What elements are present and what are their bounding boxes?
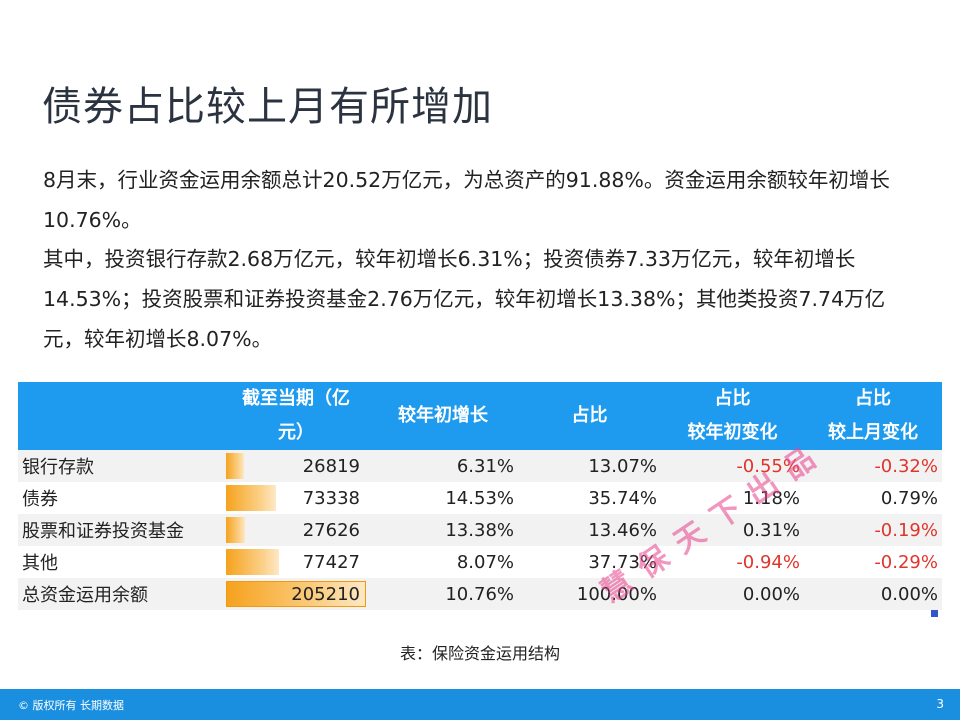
growth-cell: 14.53% [368,482,518,514]
amount-bar [226,549,279,575]
growth-cell: 6.31% [368,450,518,482]
amount-value: 26819 [302,455,360,477]
mom-change-cell: -0.19% [804,514,942,546]
table-row: 其他 77427 8.07% 37.73% -0.94% -0.29% [18,546,942,578]
fund-allocation-table: 截至当期（亿 元） 较年初增长 占比 占比 较年初变化 占比 较上月变化 银行存款 2… [18,382,942,610]
ytd-change-cell: -0.55% [661,450,804,482]
growth-cell: 8.07% [368,546,518,578]
amount-cell: 205210 [224,578,368,610]
share-cell: 100.00% [518,578,661,610]
table-row: 债券 73338 14.53% 35.74% 1.18% 0.79% [18,482,942,514]
amount-cell: 26819 [224,450,368,482]
amount-bar [226,453,245,479]
row-name: 债券 [18,482,224,514]
header-mom-change: 占比 较上月变化 [804,382,942,450]
share-cell: 35.74% [518,482,661,514]
detail-paragraph: 其中，投资银行存款2.68万亿元，较年初增长6.31%；投资债券7.33万亿元，… [43,247,886,351]
amount-bar [226,581,366,607]
row-name: 银行存款 [18,450,224,482]
row-name: 总资金运用余额 [18,578,224,610]
share-cell: 13.46% [518,514,661,546]
growth-cell: 13.38% [368,514,518,546]
amount-value: 77427 [302,551,360,573]
table-row: 银行存款 26819 6.31% 13.07% -0.55% -0.32% [18,450,942,482]
share-cell: 37.73% [518,546,661,578]
header-category [18,382,224,450]
header-ytd-change: 占比 较年初变化 [661,382,804,450]
table-caption: 表：保险资金运用结构 [399,644,560,663]
mom-change-cell: 0.79% [804,482,942,514]
amount-value: 27626 [302,519,360,541]
amount-value: 73338 [302,487,360,509]
footer-bar: © 版权所有 长期数据 3 [0,689,960,720]
summary-paragraph: 8月末，行业资金运用余额总计20.52万亿元，为总资产的91.88%。资金运用余… [43,168,890,232]
amount-cell: 73338 [224,482,368,514]
amount-cell: 77427 [224,546,368,578]
mom-change-cell: -0.32% [804,450,942,482]
header-growth: 较年初增长 [368,382,518,450]
ytd-change-cell: -0.94% [661,546,804,578]
amount-bar [226,485,277,511]
header-share: 占比 [518,382,661,450]
table-header-row: 截至当期（亿 元） 较年初增长 占比 占比 较年初变化 占比 较上月变化 [18,382,942,450]
growth-cell: 10.76% [368,578,518,610]
table-row: 股票和证券投资基金 27626 13.38% 13.46% 0.31% -0.1… [18,514,942,546]
row-name: 其他 [18,546,224,578]
ytd-change-cell: 0.00% [661,578,804,610]
row-name: 股票和证券投资基金 [18,514,224,546]
amount-bar [226,517,245,543]
amount-cell: 27626 [224,514,368,546]
ytd-change-cell: 0.31% [661,514,804,546]
mom-change-cell: -0.29% [804,546,942,578]
mom-change-cell: 0.00% [804,578,942,610]
header-amount: 截至当期（亿 元） [224,382,368,450]
ytd-change-cell: 1.18% [661,482,804,514]
table-resize-handle[interactable] [931,610,938,617]
share-cell: 13.07% [518,450,661,482]
amount-value: 205210 [291,583,360,605]
copyright-text: © 版权所有 长期数据 [18,699,124,712]
page-number: 3 [936,697,944,711]
table-row-total: 总资金运用余额 205210 10.76% 100.00% 0.00% 0.00… [18,578,942,610]
page-title: 债券占比较上月有所增加 [42,84,493,130]
